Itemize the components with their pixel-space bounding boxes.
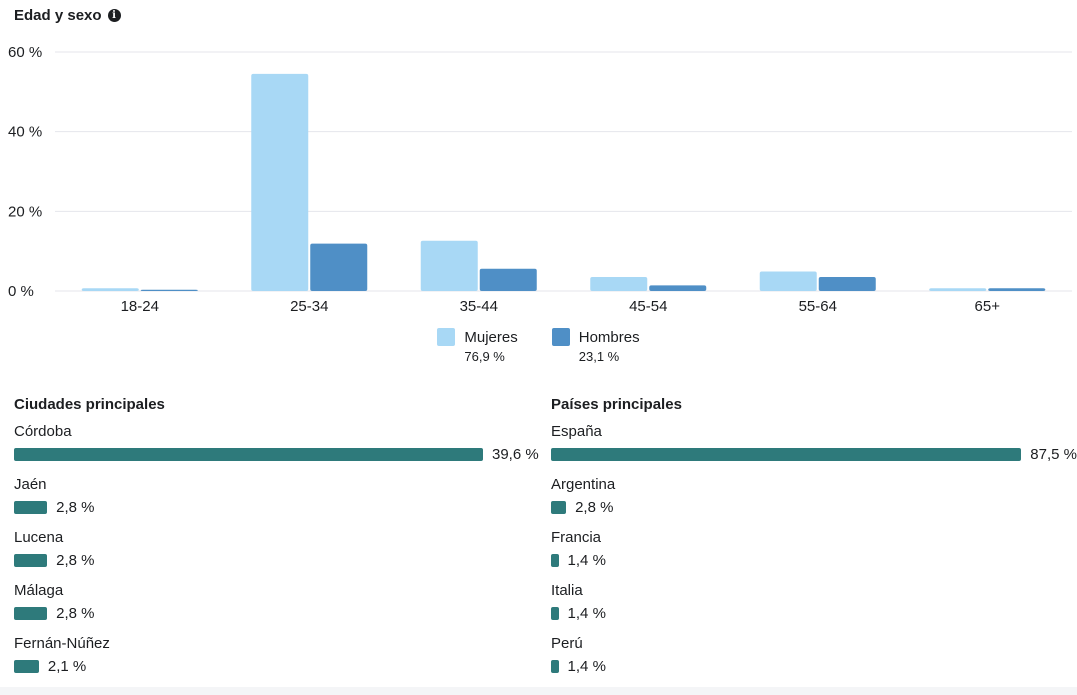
- x-tick-label: 18-24: [121, 298, 159, 315]
- x-tick-label: 45-54: [629, 298, 667, 315]
- y-tick-label: 0 %: [8, 283, 34, 300]
- legend-swatch-men: [551, 328, 570, 346]
- city-bar: [14, 606, 48, 620]
- country-item: Argentina 2,8 %: [551, 476, 1077, 529]
- bar-women[interactable]: [420, 240, 478, 291]
- country-value: 1,4 %: [567, 551, 606, 569]
- bar-men[interactable]: [818, 277, 876, 291]
- country-item: Italia 1,4 %: [551, 582, 1077, 635]
- country-name: Argentina: [551, 476, 616, 493]
- x-tick-label: 35-44: [460, 298, 498, 315]
- bar-women[interactable]: [251, 73, 309, 292]
- top-countries-section: Países principales España 87,5 % Argentina…: [551, 396, 1077, 688]
- city-item: Córdoba 39,6 %: [14, 423, 544, 476]
- city-value: 2,8 %: [56, 498, 95, 516]
- bar-women[interactable]: [590, 277, 648, 291]
- legend-label-women: Mujeres: [464, 328, 518, 346]
- age-gender-chart: 0 % 20 % 40 % 60 % 18-24 25-34 35-44 45-54 55-64…: [8, 44, 1072, 315]
- top-countries-list: España 87,5 % Argentina 2,8 % Francia 1,4 % It…: [551, 423, 1077, 688]
- chart-title: Edad y sexo i: [14, 7, 121, 24]
- country-value: 1,4 %: [567, 657, 606, 675]
- bar-women[interactable]: [759, 271, 817, 291]
- city-item: Lucena 2,8 %: [14, 529, 544, 582]
- top-cities-list: Córdoba 39,6 % Jaén 2,8 % Lucena 2,8 % Málaga 2…: [14, 423, 544, 688]
- bar-men[interactable]: [988, 288, 1046, 291]
- chart-legend: Mujeres 76,9 % Hombres 23,1 %: [0, 328, 1077, 364]
- city-value: 2,8 %: [56, 604, 95, 622]
- country-name: Perú: [551, 635, 583, 652]
- bar-women[interactable]: [929, 288, 987, 291]
- bar-men[interactable]: [649, 285, 707, 291]
- country-value: 2,8 %: [575, 498, 614, 516]
- city-item: Málaga 2,8 %: [14, 582, 544, 635]
- bar-men[interactable]: [140, 289, 198, 291]
- legend-item-men: Hombres 23,1 %: [551, 328, 640, 364]
- top-countries-title: Países principales: [551, 396, 682, 413]
- country-item: Perú 1,4 %: [551, 635, 1077, 688]
- city-bar: [14, 500, 48, 514]
- country-bar: [551, 553, 559, 567]
- x-tick-label: 65+: [975, 298, 1001, 315]
- city-name: Lucena: [14, 529, 64, 546]
- y-tick-label: 40 %: [8, 124, 42, 141]
- country-value: 1,4 %: [567, 604, 606, 622]
- city-name: Córdoba: [14, 423, 72, 440]
- bar-men[interactable]: [479, 268, 537, 291]
- country-bar: [551, 447, 1022, 461]
- city-value: 2,8 %: [56, 551, 95, 569]
- y-tick-label: 60 %: [8, 44, 42, 61]
- city-name: Jaén: [14, 476, 47, 493]
- city-bar: [14, 659, 39, 673]
- city-value: 39,6 %: [492, 445, 539, 463]
- city-bar: [14, 553, 48, 567]
- legend-pct-women: 76,9 %: [464, 349, 505, 364]
- legend-pct-men: 23,1 %: [578, 349, 620, 364]
- country-name: Italia: [551, 582, 583, 599]
- legend-swatch-women: [437, 328, 456, 346]
- country-bar: [551, 606, 559, 620]
- top-cities-section: Ciudades principales Córdoba 39,6 % Jaén 2,…: [14, 396, 544, 688]
- country-bar: [551, 500, 567, 514]
- city-item: Jaén 2,8 %: [14, 476, 544, 529]
- city-name: Fernán-Núñez: [14, 635, 110, 652]
- top-cities-title: Ciudades principales: [14, 396, 165, 413]
- city-value: 2,1 %: [47, 657, 87, 675]
- legend-label-men: Hombres: [578, 328, 640, 346]
- city-item: Fernán-Núñez 2,1 %: [14, 635, 544, 688]
- country-value: 87,5 %: [1030, 445, 1077, 463]
- country-item: España 87,5 %: [551, 423, 1077, 476]
- footer-strip: [0, 687, 1077, 695]
- country-item: Francia 1,4 %: [551, 529, 1077, 582]
- city-bar: [14, 447, 483, 461]
- city-name: Málaga: [14, 582, 64, 599]
- bar-women[interactable]: [81, 288, 139, 291]
- chart-title-text: Edad y sexo: [14, 7, 102, 24]
- info-icon[interactable]: i: [107, 9, 121, 22]
- country-name: España: [551, 423, 602, 440]
- bar-men[interactable]: [310, 243, 368, 291]
- x-tick-label: 55-64: [799, 298, 837, 315]
- legend-item-women: Mujeres 76,9 %: [437, 328, 518, 364]
- country-bar: [551, 659, 559, 673]
- y-tick-label: 20 %: [8, 203, 42, 220]
- country-name: Francia: [551, 529, 602, 546]
- x-tick-label: 25-34: [290, 298, 328, 315]
